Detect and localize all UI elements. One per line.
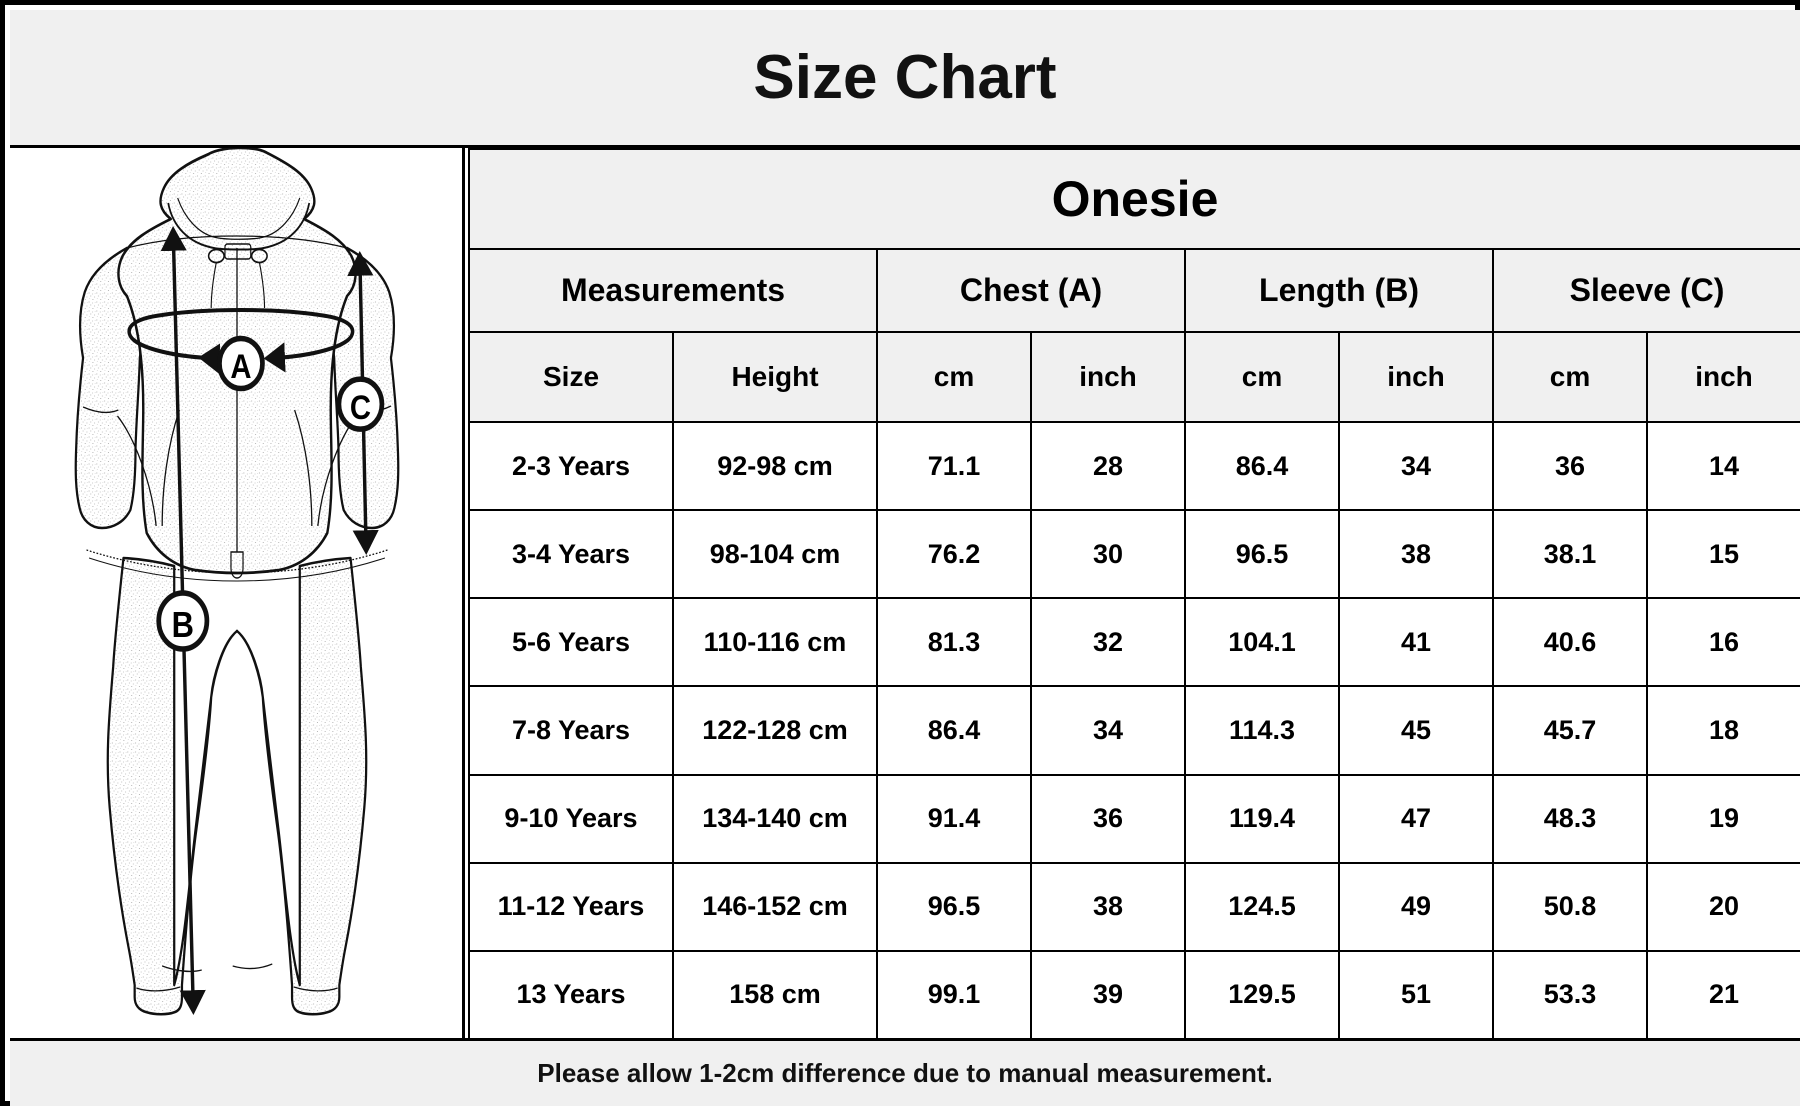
- svg-text:C: C: [350, 388, 371, 427]
- svg-text:A: A: [230, 347, 251, 386]
- svg-text:B: B: [172, 606, 194, 646]
